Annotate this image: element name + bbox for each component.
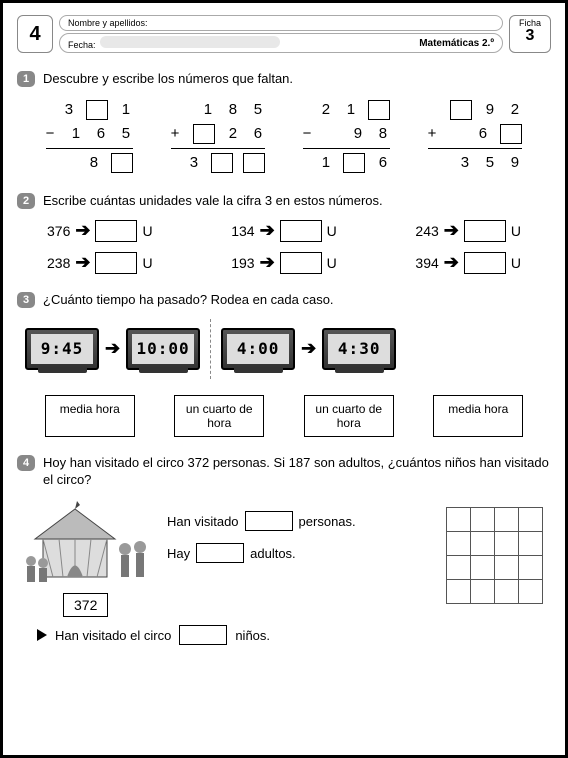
bullet-3: 3 (17, 292, 35, 308)
unit-item: 193➔U (231, 252, 337, 274)
arrow-icon: ➔ (75, 252, 90, 273)
exercise-1: 1 Descubre y escribe los números que fal… (17, 71, 551, 175)
date-fill (100, 36, 280, 48)
choice-3[interactable]: un cuarto de hora (304, 395, 394, 438)
page-number: 4 (17, 15, 53, 53)
exercise-4: 4 Hoy han visitado el circo 372 personas… (17, 455, 551, 645)
date-label: Fecha: (68, 40, 96, 50)
answer-a: Han visitado el circo (55, 628, 171, 643)
clock-3: 4:00 (221, 328, 295, 370)
date-field: Fecha: Matemáticas 2.º (59, 33, 503, 53)
arrow-icon: ➔ (444, 252, 459, 273)
clock-1: 9:45 (25, 328, 99, 370)
bullet-4: 4 (17, 455, 35, 471)
operations-row: 31−1658 185+263 21−9816 92+6359 (17, 98, 551, 175)
blank-box[interactable] (86, 100, 108, 120)
blank-box[interactable] (450, 100, 472, 120)
arrow-icon: ➔ (301, 338, 316, 359)
blank-box[interactable] (95, 252, 137, 274)
blank-box[interactable] (464, 252, 506, 274)
blank-box[interactable] (211, 153, 233, 173)
triangle-icon (37, 629, 47, 641)
unit-item: 376➔U (47, 220, 153, 242)
clock-3-time: 4:00 (227, 334, 289, 364)
fill-lines: Han visitado personas. Hay adultos. (167, 499, 356, 617)
arrow-icon: ➔ (444, 220, 459, 241)
ficha-box: Ficha 3 (509, 15, 551, 53)
circus-illustration: 372 (25, 499, 155, 617)
blank-box[interactable] (464, 220, 506, 242)
operation: 185+263 (171, 98, 266, 175)
choice-2[interactable]: un cuarto de hora (174, 395, 264, 438)
ficha-number: 3 (510, 28, 550, 44)
subject-label: Matemáticas 2.º (419, 38, 494, 49)
work-grid (446, 507, 543, 617)
blank-box[interactable] (95, 220, 137, 242)
clock-4-time: 4:30 (328, 334, 390, 364)
blank-box[interactable] (500, 124, 522, 144)
worksheet-header: 4 Nombre y apellidos: Fecha: Matemáticas… (17, 15, 551, 53)
line2b: adultos. (250, 546, 296, 561)
bullet-2: 2 (17, 193, 35, 209)
blank-box[interactable] (179, 625, 227, 645)
unit-item: 394➔U (415, 252, 521, 274)
blank-box[interactable] (368, 100, 390, 120)
blank-box[interactable] (196, 543, 244, 563)
line1b: personas. (299, 514, 356, 529)
operation: 21−9816 (303, 98, 391, 175)
unit-item: 243➔U (415, 220, 521, 242)
given-number: 372 (63, 593, 108, 617)
ex4-title: Hoy han visitado el circo 372 personas. … (43, 455, 551, 489)
operation: 31−1658 (46, 98, 134, 175)
arrow-icon: ➔ (260, 220, 275, 241)
unit-item: 134➔U (231, 220, 337, 242)
arrow-icon: ➔ (260, 252, 275, 273)
ex1-title: Descubre y escribe los números que falta… (43, 71, 293, 88)
name-label: Nombre y apellidos: (68, 18, 148, 28)
choices-row: media hora un cuarto de hora un cuarto d… (17, 395, 551, 438)
name-field: Nombre y apellidos: (59, 15, 503, 31)
answer-line: Han visitado el circo niños. (17, 625, 551, 645)
ex2-title: Escribe cuántas unidades vale la cifra 3… (43, 193, 383, 210)
header-fields: Nombre y apellidos: Fecha: Matemáticas 2… (59, 15, 503, 53)
blank-box[interactable] (280, 252, 322, 274)
line2a: Hay (167, 546, 190, 561)
choice-4[interactable]: media hora (433, 395, 523, 438)
blank-box[interactable] (111, 153, 133, 173)
arrow-icon: ➔ (75, 220, 90, 241)
unit-item: 238➔U (47, 252, 153, 274)
exercise-2: 2 Escribe cuántas unidades vale la cifra… (17, 193, 551, 274)
operation: 92+6359 (428, 98, 523, 175)
blank-box[interactable] (193, 124, 215, 144)
clock-1-time: 9:45 (31, 334, 93, 364)
blank-box[interactable] (245, 511, 293, 531)
answer-b: niños. (235, 628, 270, 643)
blank-box[interactable] (343, 153, 365, 173)
blank-box[interactable] (280, 220, 322, 242)
clock-4: 4:30 (322, 328, 396, 370)
blank-box[interactable] (243, 153, 265, 173)
units-block: 376➔U 134➔U 243➔U 238➔U 193➔U 394➔U (17, 220, 551, 274)
ex3-title: ¿Cuánto tiempo ha pasado? Rodea en cada … (43, 292, 334, 309)
clocks-row: 9:45 ➔ 10:00 4:00 ➔ 4:30 (17, 319, 551, 379)
clock-2: 10:00 (126, 328, 200, 370)
line1a: Han visitado (167, 514, 239, 529)
exercise-3: 3 ¿Cuánto tiempo ha pasado? Rodea en cad… (17, 292, 551, 438)
divider (210, 319, 211, 379)
choice-1[interactable]: media hora (45, 395, 135, 438)
clock-2-time: 10:00 (132, 334, 194, 364)
arrow-icon: ➔ (105, 338, 120, 359)
bullet-1: 1 (17, 71, 35, 87)
